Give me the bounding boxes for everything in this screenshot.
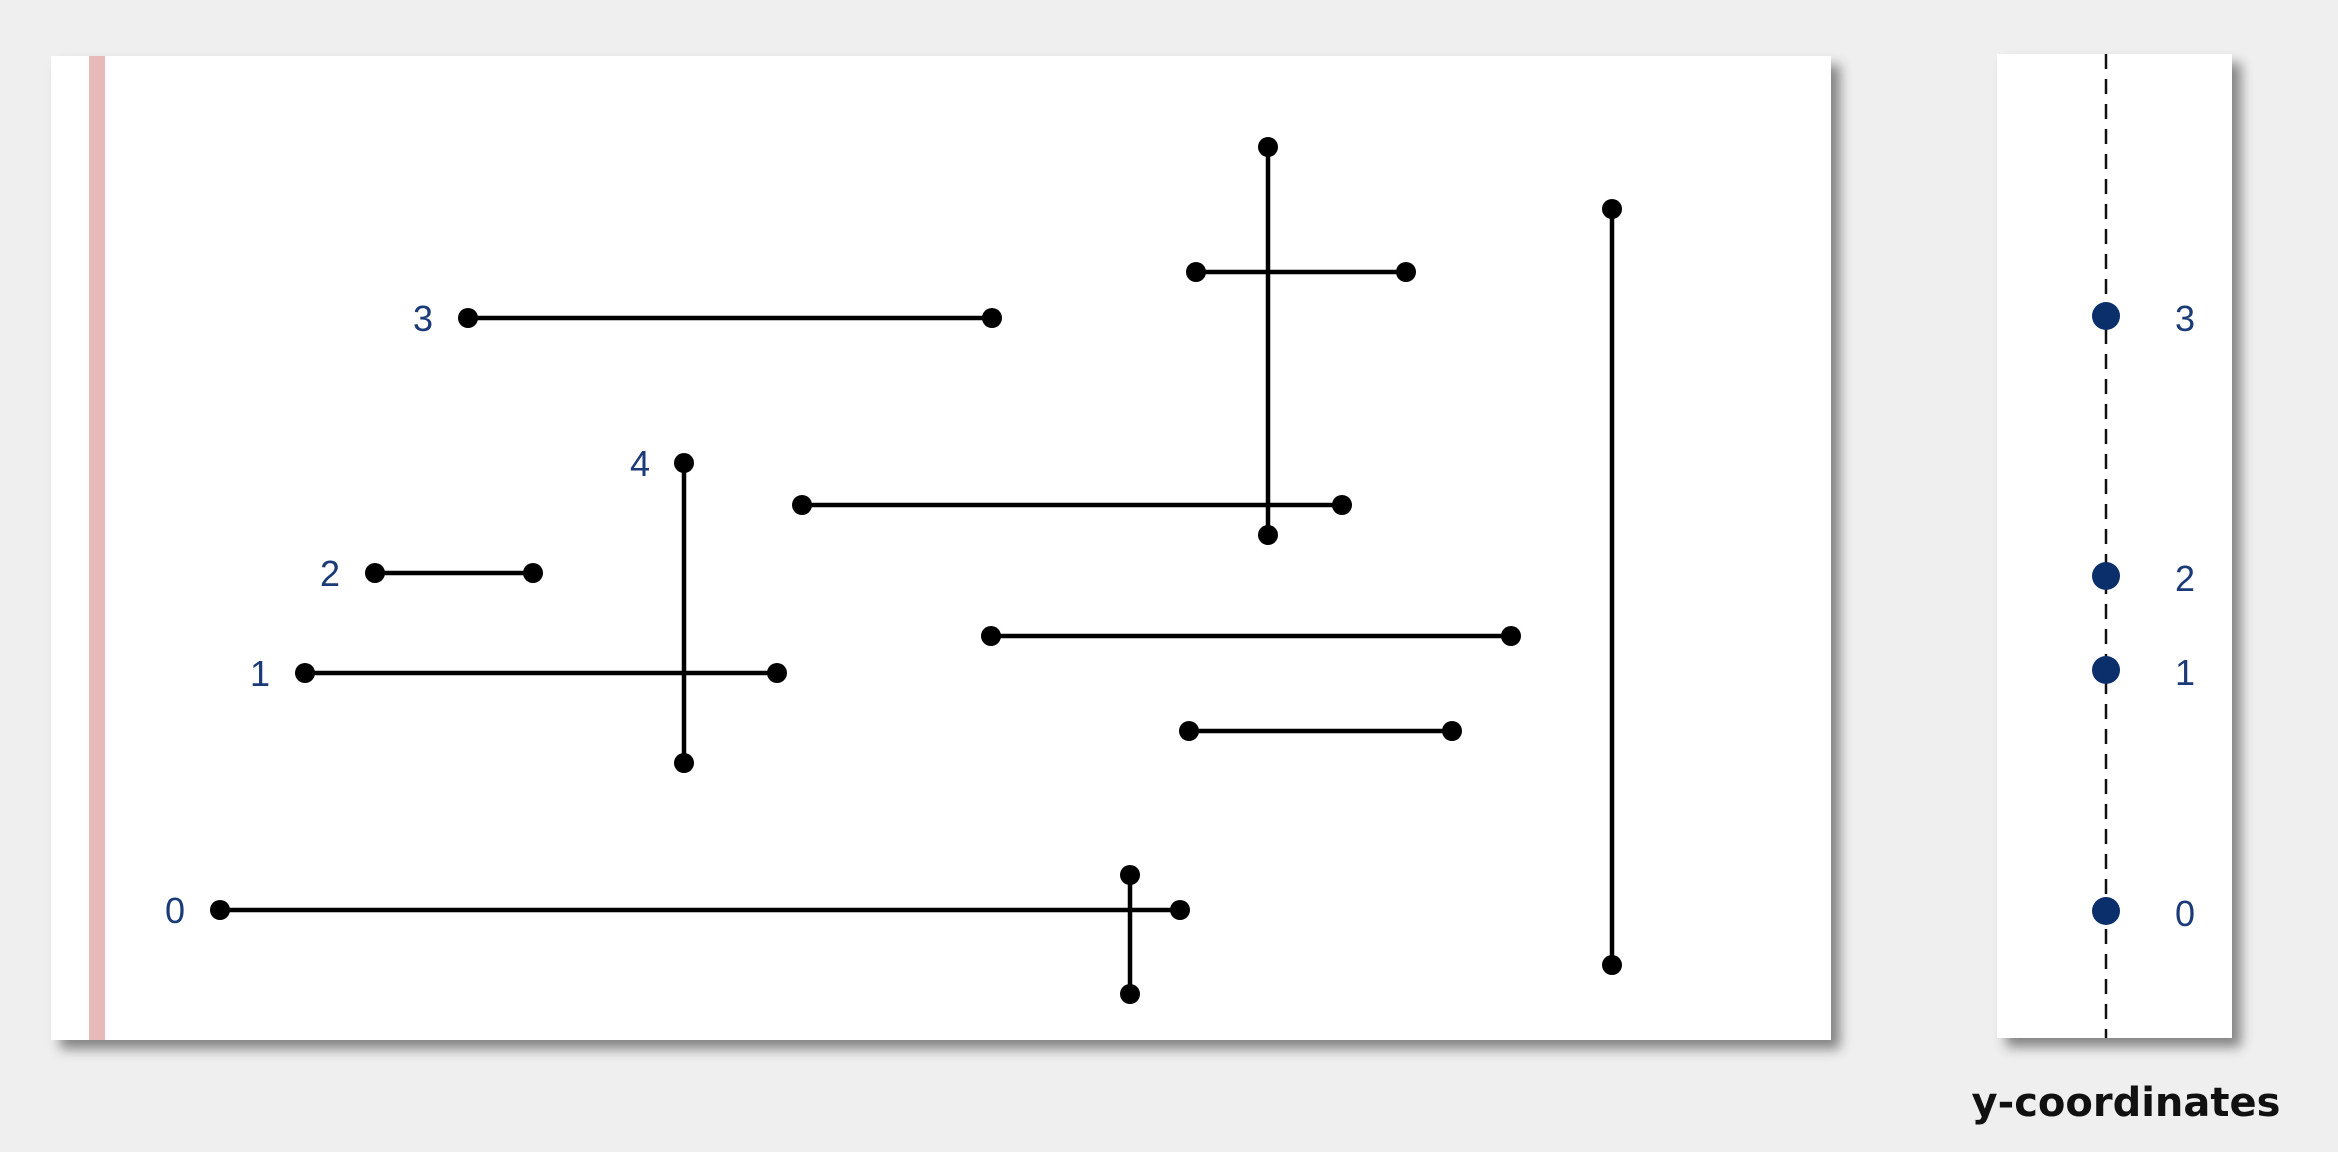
segment-endpoint (458, 308, 478, 328)
segment-endpoint (1186, 262, 1206, 282)
segment-endpoint (1258, 525, 1278, 545)
segments-layer: 0 1 2 3 4 (165, 137, 1622, 1004)
y-panel-background (1997, 54, 2232, 1038)
segment-horizontal (981, 626, 1521, 646)
y-coordinate-point: 2 (2092, 558, 2195, 599)
y-coordinate-dot (2092, 302, 2120, 330)
segment-endpoint (1170, 900, 1190, 920)
segment-label: 2 (320, 553, 340, 594)
y-coordinate-dot (2092, 562, 2120, 590)
segment-horizontal (1179, 721, 1462, 741)
segment-horizontal: 2 (320, 553, 543, 594)
segment-vertical (1602, 199, 1622, 975)
segment-horizontal: 1 (250, 653, 787, 694)
segment-endpoint (767, 663, 787, 683)
sweep-line (89, 56, 105, 1040)
y-coordinates-panel: 3 2 1 0 y-coordinates (1972, 54, 2281, 1126)
segment-endpoint (1332, 495, 1352, 515)
segment-endpoint (982, 308, 1002, 328)
segment-horizontal: 3 (413, 298, 1002, 339)
y-panel-caption: y-coordinates (1972, 1080, 2281, 1126)
segment-horizontal (792, 495, 1352, 515)
segment-horizontal (1186, 262, 1416, 282)
y-coordinate-label: 1 (2175, 652, 2195, 693)
y-coordinate-point: 3 (2092, 298, 2195, 339)
segment-endpoint (523, 563, 543, 583)
segment-endpoint (1120, 984, 1140, 1004)
segment-label: 4 (630, 443, 650, 484)
segment-horizontal: 0 (165, 890, 1190, 931)
segment-endpoint (1179, 721, 1199, 741)
y-coordinate-point: 0 (2092, 893, 2195, 934)
segment-endpoint (1602, 199, 1622, 219)
y-coordinate-label: 3 (2175, 298, 2195, 339)
segment-endpoint (295, 663, 315, 683)
segment-endpoint (1396, 262, 1416, 282)
segment-vertical: 4 (630, 443, 694, 773)
segment-endpoint (1120, 865, 1140, 885)
segment-endpoint (1501, 626, 1521, 646)
segment-vertical (1258, 137, 1278, 545)
segment-label: 3 (413, 298, 433, 339)
y-coordinate-label: 2 (2175, 558, 2195, 599)
segment-endpoint (365, 563, 385, 583)
y-coordinate-dot (2092, 897, 2120, 925)
y-coordinate-dot (2092, 656, 2120, 684)
segment-endpoint (1258, 137, 1278, 157)
segment-label: 1 (250, 653, 270, 694)
segment-endpoint (792, 495, 812, 515)
y-points-layer: 3 2 1 0 (2092, 298, 2195, 934)
segment-endpoint (1442, 721, 1462, 741)
segment-vertical (1120, 865, 1140, 1004)
y-coordinate-label: 0 (2175, 893, 2195, 934)
sweep-panel-background (51, 56, 1831, 1040)
y-coordinate-point: 1 (2092, 652, 2195, 693)
segment-endpoint (210, 900, 230, 920)
segment-endpoint (674, 753, 694, 773)
sweep-panel: 0 1 2 3 4 (51, 56, 1831, 1040)
segment-endpoint (674, 453, 694, 473)
segment-endpoint (981, 626, 1001, 646)
segment-label: 0 (165, 890, 185, 931)
segment-endpoint (1602, 955, 1622, 975)
